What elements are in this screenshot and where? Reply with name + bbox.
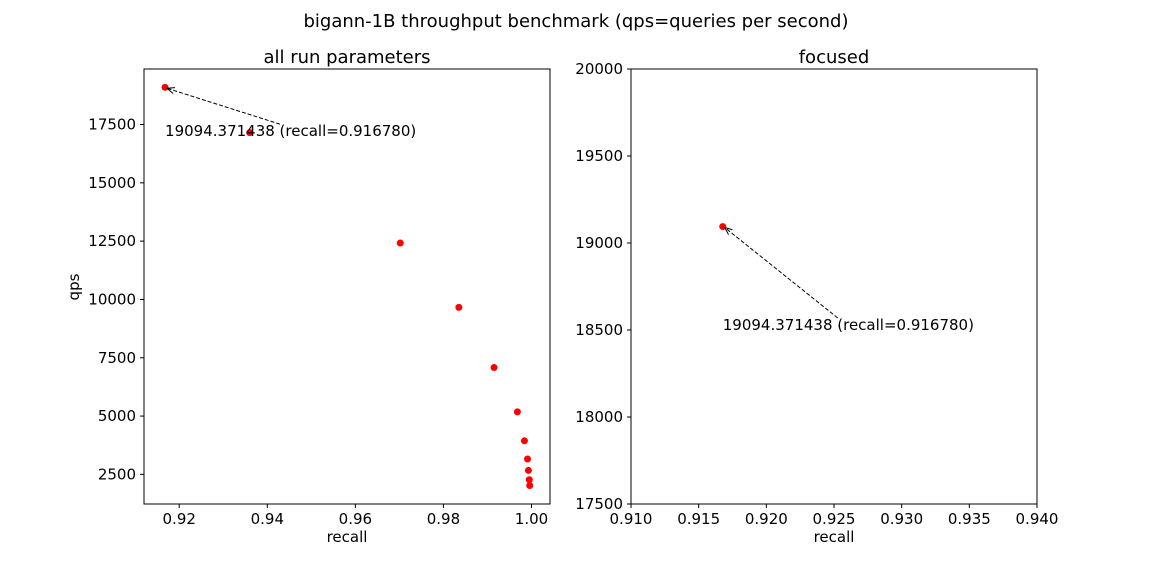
annotation-label: 19094.371438 (recall=0.916780) bbox=[165, 122, 416, 140]
x-tick-label: 0.94 bbox=[251, 510, 284, 528]
x-axis-ticks: 0.910 0.915 0.920 0.925 0.930 0.935 0.940 bbox=[610, 504, 1059, 528]
y-tick-label: 12500 bbox=[88, 232, 136, 250]
x-tick-label: 0.940 bbox=[1016, 510, 1059, 528]
y-axis-label: qps bbox=[65, 273, 83, 300]
y-tick-label: 17500 bbox=[88, 116, 136, 134]
data-point bbox=[520, 437, 528, 445]
data-point bbox=[490, 364, 498, 372]
panel-title: focused bbox=[799, 47, 870, 68]
scatter-points bbox=[161, 83, 534, 490]
y-axis-ticks: 17500 18000 18500 19000 19500 20000 bbox=[575, 60, 631, 513]
annotation-arrow bbox=[166, 87, 281, 125]
data-point bbox=[525, 476, 533, 484]
x-axis-ticks: 0.92 0.94 0.96 0.98 1.00 bbox=[163, 504, 548, 528]
data-point bbox=[524, 455, 532, 463]
y-tick-label: 7500 bbox=[98, 349, 136, 367]
y-tick-label: 18500 bbox=[575, 321, 623, 339]
scatter-points bbox=[719, 223, 727, 231]
x-tick-label: 0.910 bbox=[610, 510, 653, 528]
y-tick-label: 2500 bbox=[98, 465, 136, 483]
y-tick-label: 19000 bbox=[575, 234, 623, 252]
data-point bbox=[246, 129, 254, 137]
data-point bbox=[526, 482, 534, 490]
x-axis-label: recall bbox=[814, 528, 855, 546]
x-tick-label: 1.00 bbox=[515, 510, 548, 528]
panel-title: all run parameters bbox=[263, 47, 430, 68]
data-point bbox=[455, 303, 463, 311]
x-tick-label: 0.96 bbox=[339, 510, 372, 528]
data-point bbox=[513, 408, 521, 416]
y-tick-label: 19500 bbox=[575, 147, 623, 165]
panel-all-run-parameters: all run parameters 0.92 0.94 0.96 0.98 1.00 … bbox=[65, 47, 551, 546]
annotation-arrowhead bbox=[165, 87, 176, 94]
y-tick-label: 17500 bbox=[575, 495, 623, 513]
annotation-arrow bbox=[724, 227, 839, 319]
data-point bbox=[719, 223, 727, 231]
annotation-arrowhead bbox=[723, 226, 733, 235]
data-point bbox=[396, 239, 404, 247]
y-tick-label: 15000 bbox=[88, 174, 136, 192]
plot-area-frame bbox=[630, 68, 1038, 505]
y-tick-label: 10000 bbox=[88, 290, 136, 308]
x-axis-label: recall bbox=[327, 528, 368, 546]
y-axis-ticks: 2500 5000 7500 10000 12500 15000 17500 bbox=[88, 116, 144, 483]
x-tick-label: 0.935 bbox=[948, 510, 991, 528]
data-point bbox=[161, 83, 169, 91]
annotation-group: 19094.371438 (recall=0.916780) bbox=[165, 87, 416, 140]
x-tick-label: 0.915 bbox=[677, 510, 720, 528]
panel-focused: focused 0.910 0.915 0.920 0.925 0.930 0.935 0.… bbox=[575, 47, 1058, 546]
x-tick-label: 0.98 bbox=[427, 510, 460, 528]
data-point bbox=[524, 466, 532, 474]
x-tick-label: 0.930 bbox=[880, 510, 923, 528]
x-tick-label: 0.92 bbox=[163, 510, 196, 528]
y-tick-label: 20000 bbox=[575, 60, 623, 78]
annotation-group: 19094.371438 (recall=0.916780) bbox=[723, 226, 974, 334]
figure-suptitle: bigann-1B throughput benchmark (qps=quer… bbox=[303, 11, 848, 32]
plot-area-frame bbox=[143, 68, 551, 505]
x-tick-label: 0.925 bbox=[813, 510, 856, 528]
x-tick-label: 0.920 bbox=[745, 510, 788, 528]
y-tick-label: 5000 bbox=[98, 407, 136, 425]
annotation-label: 19094.371438 (recall=0.916780) bbox=[723, 316, 974, 334]
y-tick-label: 18000 bbox=[575, 408, 623, 426]
